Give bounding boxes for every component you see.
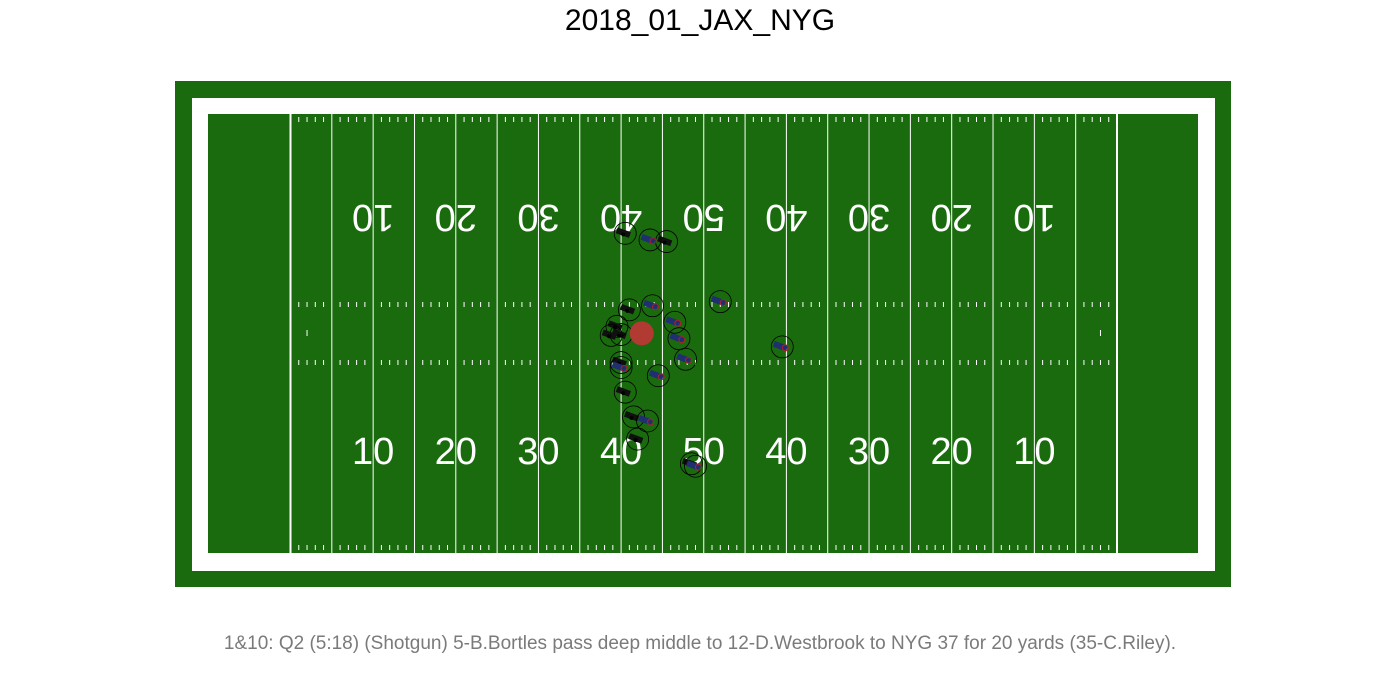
defense-player xyxy=(646,364,670,388)
player-marker xyxy=(719,299,727,307)
player-body xyxy=(710,295,727,307)
defense-player xyxy=(638,228,662,252)
player-marker xyxy=(781,344,789,352)
player-zone-ring xyxy=(613,221,637,245)
player-zone-ring xyxy=(599,323,623,347)
player-body xyxy=(648,369,665,381)
yard-number-top: 10 xyxy=(352,196,394,238)
offense-player xyxy=(626,427,650,451)
yard-numbers-bottom: 10 20 30 40 50 40 30 20 10 xyxy=(352,431,1055,473)
offense-player xyxy=(599,323,623,347)
player-zone-ring xyxy=(663,310,687,334)
player-body xyxy=(676,353,692,364)
offense-player xyxy=(613,380,637,404)
player-zone-ring xyxy=(609,356,633,379)
player-marker xyxy=(633,438,638,443)
player-marker xyxy=(629,415,634,420)
field-turf xyxy=(208,114,1198,553)
player-marker xyxy=(607,334,612,339)
defense-player xyxy=(609,356,633,379)
yard-number-top: 40 xyxy=(765,196,807,238)
player-marker xyxy=(685,356,693,364)
player-marker xyxy=(621,232,626,237)
player-marker xyxy=(662,240,667,245)
defense-player xyxy=(667,327,691,351)
player-marker xyxy=(652,303,660,311)
player-marker xyxy=(620,364,628,372)
hash-marks xyxy=(298,117,1110,550)
yard-number-top: 10 xyxy=(1013,196,1055,238)
players-layer xyxy=(599,221,794,478)
player-marker xyxy=(612,325,617,330)
player-zone-ring xyxy=(679,452,703,476)
yard-number-bottom: 40 xyxy=(765,431,807,473)
player-zone-ring xyxy=(617,298,641,322)
player-zone-ring xyxy=(646,364,670,388)
yard-number-top: 20 xyxy=(931,196,973,238)
player-marker xyxy=(674,319,682,327)
offense-player xyxy=(605,314,629,338)
player-marker xyxy=(657,373,665,381)
player-marker xyxy=(678,336,686,344)
yard-number-bottom: 20 xyxy=(931,431,973,473)
player-body xyxy=(638,415,654,426)
player-body xyxy=(665,316,681,327)
player-zone-ring xyxy=(684,454,707,478)
player-zone-ring xyxy=(770,335,794,359)
player-marker xyxy=(647,418,655,426)
yard-numbers-top: 10 20 30 40 50 40 30 20 10 xyxy=(352,196,1055,238)
yard-number-top: 30 xyxy=(517,196,559,238)
yard-lines xyxy=(289,114,1118,553)
yard-number-top: 20 xyxy=(435,196,477,238)
player-zone-ring xyxy=(609,351,633,374)
defense-player xyxy=(641,294,664,318)
player-zone-ring xyxy=(626,427,650,451)
player-zone-ring xyxy=(708,290,732,314)
play-title: 2018_01_JAX_NYG xyxy=(564,4,836,37)
defense-player xyxy=(770,335,794,359)
player-zone-ring xyxy=(674,347,697,371)
player-body xyxy=(611,361,627,373)
defense-player xyxy=(708,290,732,314)
yard-number-bottom: 10 xyxy=(1013,431,1055,473)
offense-player xyxy=(613,221,637,245)
yard-number-bottom: 20 xyxy=(435,431,477,473)
player-marker xyxy=(625,308,630,313)
player-body xyxy=(640,234,656,245)
player-marker xyxy=(694,463,702,471)
play-description: 1&10: Q2 (5:18) (Shotgun) 5-B.Bortles pa… xyxy=(223,633,1177,654)
offense-player xyxy=(617,298,641,322)
player-body xyxy=(686,460,702,471)
defense-player xyxy=(674,347,697,371)
yard-number-top: 50 xyxy=(683,196,725,238)
yard-number-bottom: 10 xyxy=(352,431,394,473)
player-zone-ring xyxy=(641,294,664,318)
player-zone-ring xyxy=(613,380,637,404)
player-marker xyxy=(649,237,657,245)
football xyxy=(629,321,654,346)
defense-player xyxy=(663,310,687,334)
player-zone-ring xyxy=(605,314,629,338)
player-marker xyxy=(621,391,626,396)
player-zone-ring xyxy=(667,327,691,351)
yard-number-bottom: 30 xyxy=(848,431,890,473)
player-body xyxy=(669,332,685,344)
player-body xyxy=(643,299,659,311)
defense-player xyxy=(684,454,707,478)
defense-player xyxy=(636,409,659,433)
player-zone-ring xyxy=(638,228,662,252)
yard-number-bottom: 30 xyxy=(517,431,559,473)
player-zone-ring xyxy=(636,409,659,433)
player-body xyxy=(772,341,788,352)
yard-number-top: 30 xyxy=(848,196,890,238)
